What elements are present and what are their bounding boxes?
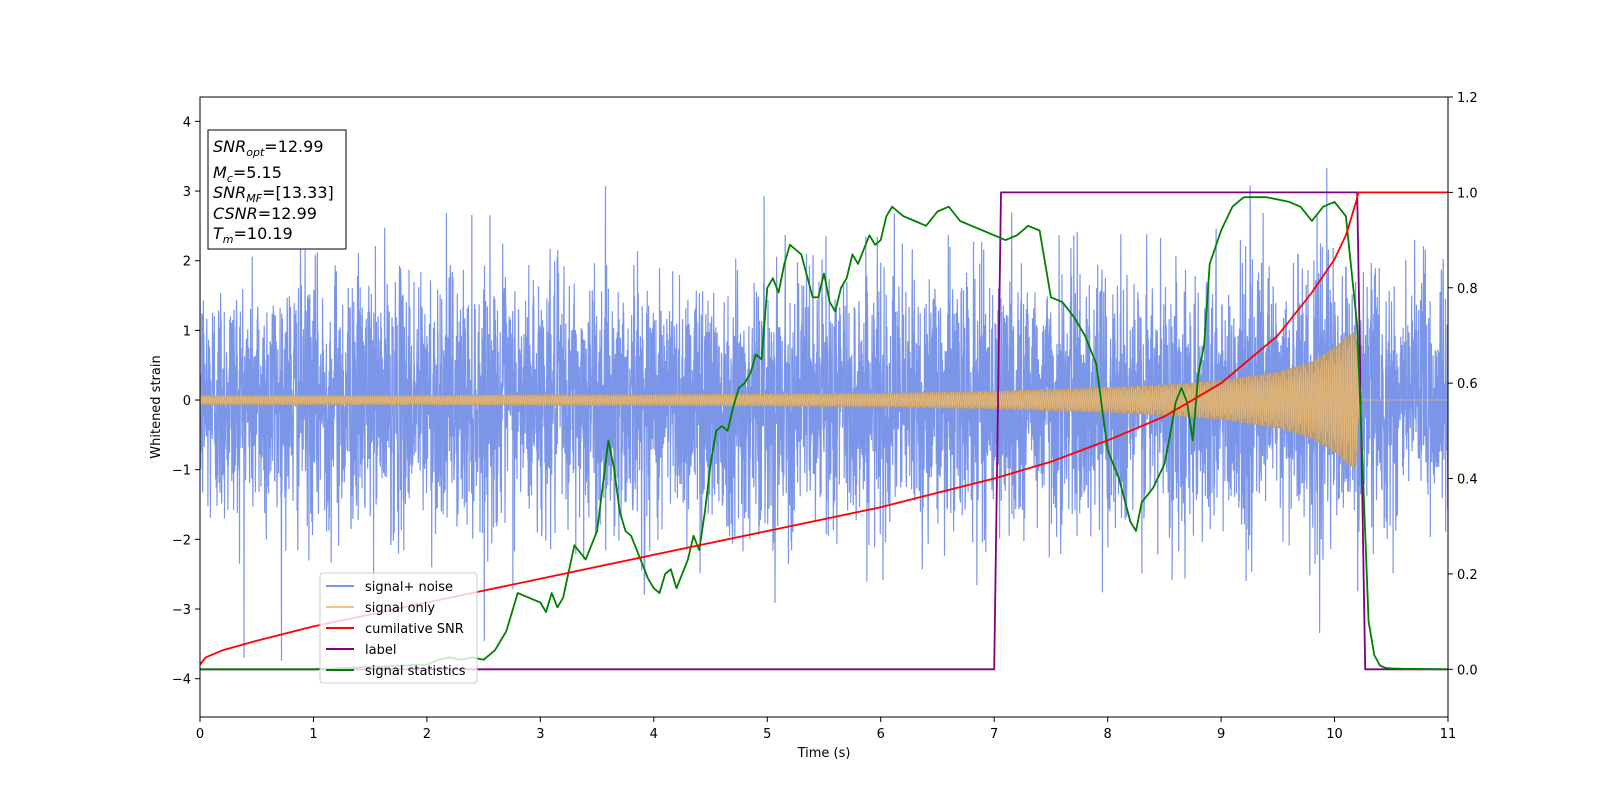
y2-tick-label: 1.0 bbox=[1457, 186, 1478, 201]
info-box-frame bbox=[207, 129, 347, 250]
signal-only-series bbox=[200, 331, 1448, 469]
y-tick-label: 0 bbox=[183, 394, 191, 409]
x-tick-label: 5 bbox=[763, 727, 771, 742]
legend-label: signal+ noise bbox=[365, 580, 453, 595]
x-axis-label: Time (s) bbox=[797, 746, 851, 761]
legend: signal+ noise signal only cumilative SNR la… bbox=[319, 572, 478, 684]
label-line bbox=[200, 191, 1448, 671]
x-tick-label: 1 bbox=[309, 727, 317, 742]
y-tick-label: −2 bbox=[172, 533, 191, 548]
y-tick-label: −4 bbox=[172, 673, 191, 688]
y2-tick-label: 0.2 bbox=[1457, 568, 1478, 583]
x-tick-label: 3 bbox=[536, 727, 544, 742]
y2-tick-label: 0.8 bbox=[1457, 282, 1478, 297]
y-tick-label: −3 bbox=[172, 603, 191, 618]
y2-tick-label: 0.6 bbox=[1457, 377, 1478, 392]
x-tick-label: 0 bbox=[196, 727, 204, 742]
info-snr-mf: SNRMF=[13.33] bbox=[213, 183, 334, 205]
y-tick-label: 4 bbox=[183, 115, 191, 130]
y-tick-label: −1 bbox=[172, 464, 191, 479]
x-tick-label: 9 bbox=[1217, 727, 1225, 742]
y2-tick-label: 0.0 bbox=[1457, 663, 1478, 678]
signal-only-line bbox=[200, 333, 1448, 466]
info-box: SNRopt=12.99 Mc=5.15 SNRMF=[13.33] CSNR=… bbox=[207, 129, 347, 250]
y-axis-right: 1.2 1.0 0.8 0.6 0.4 0.2 0.0 bbox=[1448, 91, 1478, 678]
x-axis: 0 1 2 3 4 5 6 7 8 9 10 11 bbox=[196, 717, 1456, 742]
info-mc: Mc=5.15 bbox=[213, 163, 282, 185]
x-tick-label: 4 bbox=[650, 727, 658, 742]
x-tick-label: 7 bbox=[990, 727, 998, 742]
legend-frame bbox=[319, 572, 478, 684]
x-tick-label: 2 bbox=[423, 727, 431, 742]
legend-label: cumilative SNR bbox=[365, 622, 464, 637]
info-snr-opt: SNRopt=12.99 bbox=[213, 137, 324, 159]
legend-label: signal statistics bbox=[365, 664, 466, 679]
x-tick-label: 10 bbox=[1326, 727, 1343, 742]
y-tick-label: 2 bbox=[183, 255, 191, 270]
y-axis-label: Whitened strain bbox=[149, 355, 164, 458]
x-tick-label: 8 bbox=[1103, 727, 1111, 742]
y-tick-label: 1 bbox=[183, 324, 191, 339]
legend-label: label bbox=[365, 643, 396, 658]
info-csnr: CSNR=12.99 bbox=[213, 204, 317, 223]
info-tm: Tm=10.19 bbox=[213, 224, 293, 246]
x-tick-label: 6 bbox=[877, 727, 885, 742]
signal-noise-line bbox=[200, 167, 1448, 661]
y-tick-label: 3 bbox=[183, 185, 191, 200]
plot-area bbox=[200, 167, 1448, 671]
plot-frame bbox=[199, 96, 1449, 718]
y2-tick-label: 1.2 bbox=[1457, 91, 1478, 106]
x-tick-label: 11 bbox=[1440, 727, 1457, 742]
legend-label: signal only bbox=[365, 601, 435, 616]
signal-statistics-line bbox=[200, 196, 1448, 671]
y2-tick-label: 0.4 bbox=[1457, 473, 1478, 488]
signal-noise-series bbox=[200, 167, 1448, 661]
y-axis-left: 4 3 2 1 0 −1 −2 −3 −4 bbox=[172, 115, 200, 688]
